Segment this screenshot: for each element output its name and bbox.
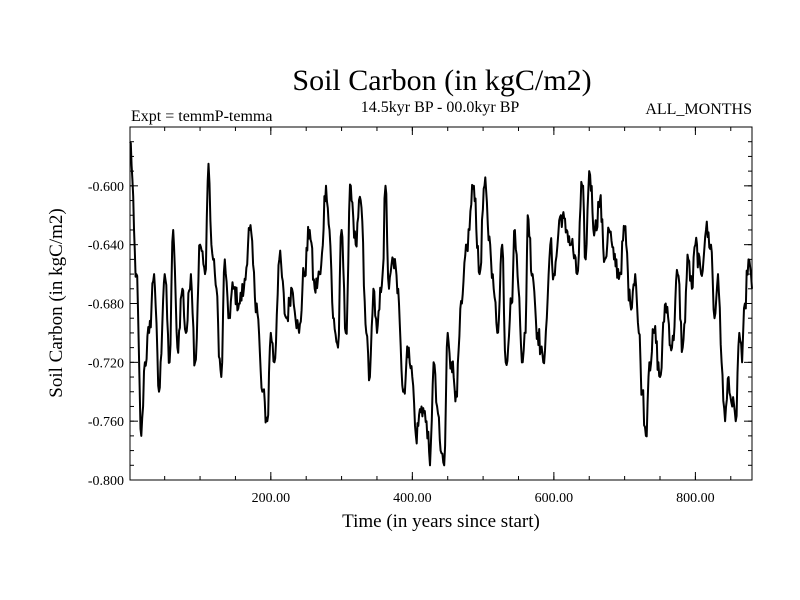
experiment-label: Expt = temmP-temma bbox=[131, 108, 272, 125]
soil-carbon-series-line bbox=[129, 141, 753, 467]
y-axis-label: Soil Carbon (in kgC/m2) bbox=[46, 208, 67, 397]
x-tick-label: 200.00 bbox=[252, 491, 291, 506]
y-tick-label: -0.720 bbox=[88, 356, 124, 371]
months-label: ALL_MONTHS bbox=[645, 101, 752, 118]
time-range-label: 14.5kyr BP - 00.0kyr BP bbox=[361, 99, 520, 116]
plot-frame bbox=[129, 126, 753, 481]
y-tick-label: -0.600 bbox=[88, 180, 124, 195]
y-tick-label: -0.800 bbox=[88, 474, 124, 489]
y-tick-label: -0.760 bbox=[88, 415, 124, 430]
x-tick-label: 400.00 bbox=[393, 491, 432, 506]
chart-title: Soil Carbon (in kgC/m2) bbox=[292, 64, 591, 97]
x-tick-label: 600.00 bbox=[535, 491, 574, 506]
y-tick-label: -0.640 bbox=[88, 239, 124, 254]
y-tick-label: -0.680 bbox=[88, 298, 124, 313]
x-axis-label: Time (in years since start) bbox=[342, 511, 540, 532]
x-tick-label: 800.00 bbox=[676, 491, 715, 506]
axis-tick-labels: -0.800 -0.760 -0.720 -0.680 -0.640 -0.600 200.… bbox=[88, 180, 715, 506]
